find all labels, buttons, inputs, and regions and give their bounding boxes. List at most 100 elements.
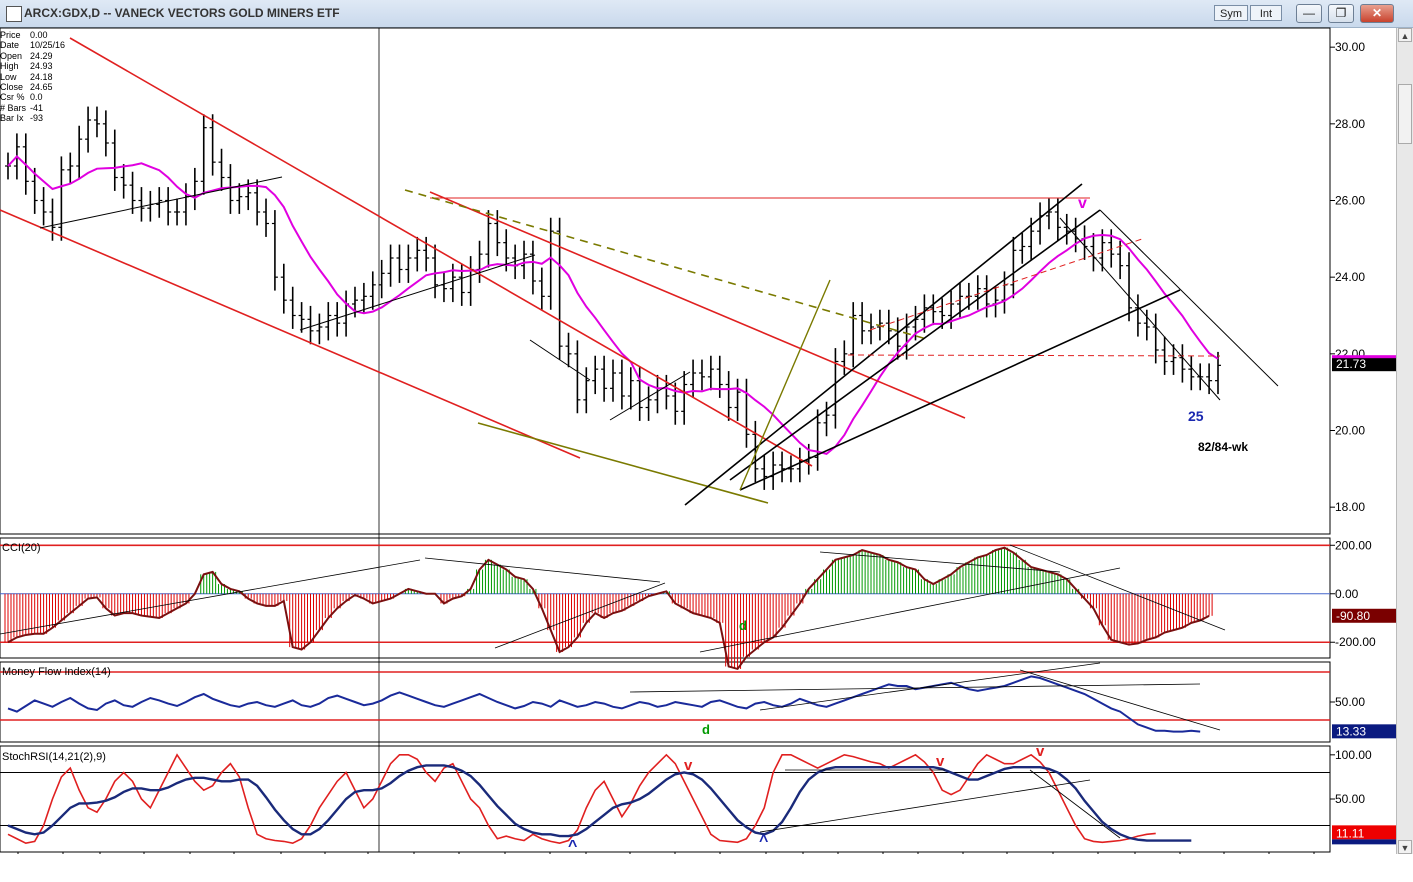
scroll-down-icon[interactable]: ▼ (1398, 840, 1412, 854)
stoch-low-marker: ^ (759, 833, 768, 850)
vertical-scrollbar[interactable]: ▲ ▼ (1396, 28, 1413, 854)
cci-trend-line (424, 557, 661, 583)
trend-line (69, 37, 813, 467)
scroll-thumb[interactable] (1398, 84, 1412, 144)
count-label: 25 (1188, 408, 1204, 424)
y-tick-label: 100.00 (1335, 748, 1372, 762)
info-value: -93 (30, 113, 44, 124)
ma-last-marker (1332, 355, 1396, 359)
info-label: Price (0, 30, 21, 40)
mfi-line (7, 675, 1201, 733)
info-row: Date 10/25/16 (0, 40, 65, 50)
info-value: 10/25/16 (30, 40, 66, 51)
y-tick-label: 18.00 (1335, 500, 1365, 514)
trend-line (404, 189, 931, 341)
trend-line (529, 339, 591, 381)
cycle-top-marker: v (1078, 195, 1087, 212)
y-tick-label: -200.00 (1335, 635, 1376, 649)
int-button[interactable]: Int (1250, 5, 1282, 21)
trend-line (0, 209, 581, 459)
pane-frame (0, 537, 1331, 659)
cci-trend-line (1009, 544, 1226, 631)
y-tick-label: 30.00 (1335, 40, 1365, 54)
y-tick-label: 50.00 (1335, 695, 1365, 709)
stoch-trend-line (759, 779, 1091, 833)
info-value: 24.93 (30, 61, 53, 72)
cci-last-box (1332, 608, 1396, 623)
info-label: Csr % (0, 92, 25, 103)
trend-line (869, 237, 1146, 331)
stoch-high-marker: v (684, 757, 693, 774)
y-tick-label: 28.00 (1335, 117, 1365, 131)
trend-line (299, 254, 536, 331)
stochrsi-series-line (7, 753, 1156, 845)
trend-line (729, 209, 1101, 481)
trend-line (739, 289, 1181, 491)
close-button[interactable]: ✕ (1360, 4, 1394, 23)
info-label: # Bars (0, 102, 27, 113)
mfi-divergence-marker: d (702, 722, 710, 737)
cci-last-label: -90.80 (1336, 609, 1370, 623)
cci-trend-line (819, 551, 1061, 573)
info-row: Csr % 0.0 (0, 92, 65, 102)
stoch-slow-last-box (1332, 839, 1396, 845)
sym-button[interactable]: Sym (1214, 5, 1248, 21)
info-label: Open (0, 50, 23, 61)
mfi-last-label: 13.33 (1336, 724, 1366, 738)
cci-line (7, 546, 1210, 671)
trend-line (609, 371, 691, 421)
price-info-panel: Price 0.00 Date 10/25/16 Open 24.29 High 24.93 L… (0, 30, 65, 124)
cci-divergence-marker: d (739, 618, 747, 633)
info-value: 0.0 (30, 92, 43, 103)
mfi-trend-line (1019, 669, 1221, 731)
cci-trend-line (699, 567, 1121, 653)
minimize-button[interactable]: — (1296, 4, 1322, 23)
window-title: ARCX:GDX,D -- VANECK VECTORS GOLD MINERS… (24, 6, 340, 20)
mfi-trend-line (759, 662, 1101, 711)
pane-frame (0, 661, 1331, 743)
trend-line (847, 354, 1221, 357)
info-row: Bar Ix -93 (0, 113, 65, 123)
title-bar: ARCX:GDX,D -- VANECK VECTORS GOLD MINERS… (0, 0, 1413, 28)
trend-line (1099, 209, 1279, 387)
y-tick-label: 20.00 (1335, 424, 1365, 438)
info-row: Low 24.18 (0, 72, 65, 82)
stochrsi-title: StochRSI(14,21(2),9) (2, 751, 106, 763)
info-label: Close (0, 82, 24, 93)
stoch-low-marker: ^ (568, 838, 577, 854)
info-value: 0.00 (30, 30, 48, 40)
y-tick-label: 50.00 (1335, 792, 1365, 806)
trend-line (684, 183, 1083, 506)
mfi-last-box (1332, 724, 1396, 739)
mfi-trend-line (629, 683, 1201, 693)
info-label: Bar Ix (0, 113, 24, 124)
last-price-box (1332, 357, 1396, 372)
stoch-trend-line (1029, 769, 1121, 839)
info-label: High (0, 61, 19, 72)
pane-frame (0, 745, 1331, 853)
info-value: 24.29 (30, 50, 53, 61)
stochrsi-series-line (7, 764, 1192, 842)
info-value: 24.18 (30, 71, 53, 82)
stoch-high-marker: v (1036, 743, 1045, 760)
info-label: Low (0, 71, 17, 82)
chart-app-icon (6, 6, 22, 22)
y-tick-label: 0.00 (1335, 587, 1359, 601)
restore-button[interactable]: ❐ (1328, 4, 1354, 23)
stoch-last-box (1332, 825, 1396, 840)
y-tick-label: 200.00 (1335, 538, 1372, 552)
mfi-title: Money Flow Index(14) (2, 666, 111, 678)
y-tick-label: 26.00 (1335, 194, 1365, 208)
scroll-up-icon[interactable]: ▲ (1398, 28, 1412, 42)
info-row: # Bars -41 (0, 103, 65, 113)
info-value: -41 (30, 102, 44, 113)
chart-area: 30.0028.0026.0024.0022.0020.0018.0021.73… (0, 27, 1396, 854)
pane-frame (0, 27, 1331, 535)
trend-line (39, 176, 283, 229)
info-row: Open 24.29 (0, 51, 65, 61)
cci-trend-line (494, 582, 666, 649)
info-row: Price 0.00 (0, 30, 65, 40)
moving-average-line (7, 155, 1219, 455)
trend-line (1059, 217, 1221, 401)
trend-line (739, 279, 831, 491)
